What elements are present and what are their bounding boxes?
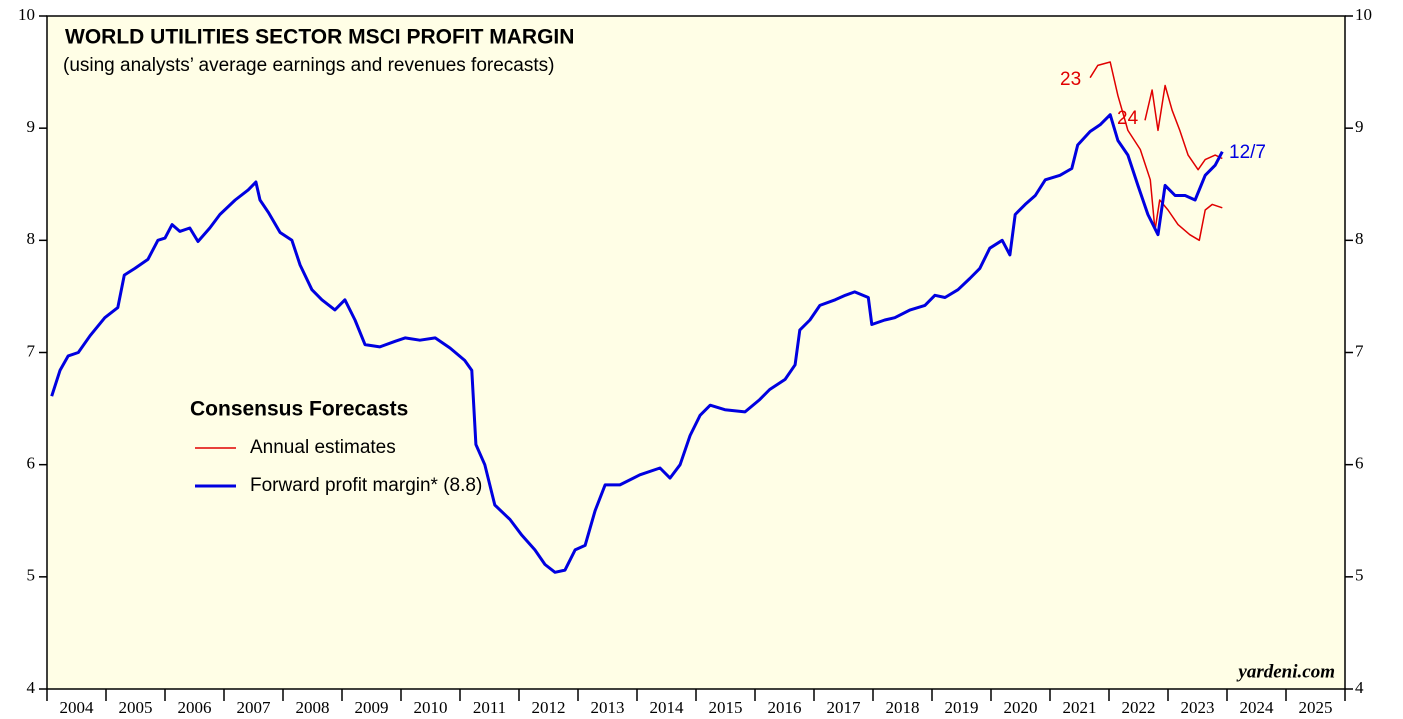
x-tick-label: 2005	[119, 698, 153, 717]
x-tick-label: 2024	[1240, 698, 1275, 717]
y2-tick-label: 9	[1355, 117, 1364, 136]
x-tick-label: 2017	[827, 698, 862, 717]
x-tick-label: 2013	[591, 698, 625, 717]
data-line	[1089, 61, 1223, 242]
y2-tick-label: 10	[1355, 5, 1372, 24]
chart-title: WORLD UTILITIES SECTOR MSCI PROFIT MARGI…	[65, 26, 574, 49]
x-tick-label: 2008	[296, 698, 330, 717]
x-tick-label: 2010	[414, 698, 448, 717]
legend-label: Forward profit margin* (8.8)	[250, 475, 482, 496]
y2-tick-label: 7	[1355, 341, 1364, 360]
y2-tick-label: 5	[1355, 566, 1364, 585]
y-tick-label: 7	[27, 341, 36, 360]
y-tick-label: 6	[27, 454, 36, 473]
annotation: 23	[1060, 69, 1081, 90]
x-tick-label: 2015	[709, 698, 743, 717]
x-tick-label: 2006	[178, 698, 212, 717]
x-tick-label: 2021	[1063, 698, 1097, 717]
y-tick-label: 10	[18, 5, 35, 24]
source-label: yardeni.com	[1236, 661, 1335, 682]
x-tick-label: 2014	[650, 698, 685, 717]
x-tick-label: 2016	[768, 698, 802, 717]
x-tick-label: 2022	[1122, 698, 1156, 717]
x-tick-label: 2012	[532, 698, 566, 717]
x-tick-label: 2023	[1181, 698, 1215, 717]
y2-tick-label: 4	[1355, 678, 1364, 697]
y-tick-label: 4	[27, 678, 36, 697]
annotation: 24	[1117, 108, 1139, 129]
plot-area	[46, 15, 1346, 690]
x-tick-label: 2025	[1299, 698, 1333, 717]
y-tick-label: 8	[27, 229, 36, 248]
legend-title: Consensus Forecasts	[190, 398, 408, 421]
x-tick-label: 2019	[945, 698, 979, 717]
x-tick-label: 2020	[1004, 698, 1038, 717]
x-tick-label: 2007	[237, 698, 272, 717]
annotation: 12/7	[1229, 142, 1266, 163]
x-tick-label: 2011	[473, 698, 506, 717]
legend-label: Annual estimates	[250, 437, 396, 458]
data-line	[50, 113, 1224, 574]
y2-tick-label: 8	[1355, 229, 1364, 248]
chart-subtitle: (using analysts’ average earnings and re…	[63, 55, 554, 76]
x-tick-label: 2018	[886, 698, 920, 717]
y-tick-label: 9	[27, 117, 36, 136]
y2-tick-label: 6	[1355, 454, 1364, 473]
x-tick-label: 2004	[60, 698, 95, 717]
x-tick-label: 2009	[355, 698, 389, 717]
y-tick-label: 5	[27, 566, 36, 585]
